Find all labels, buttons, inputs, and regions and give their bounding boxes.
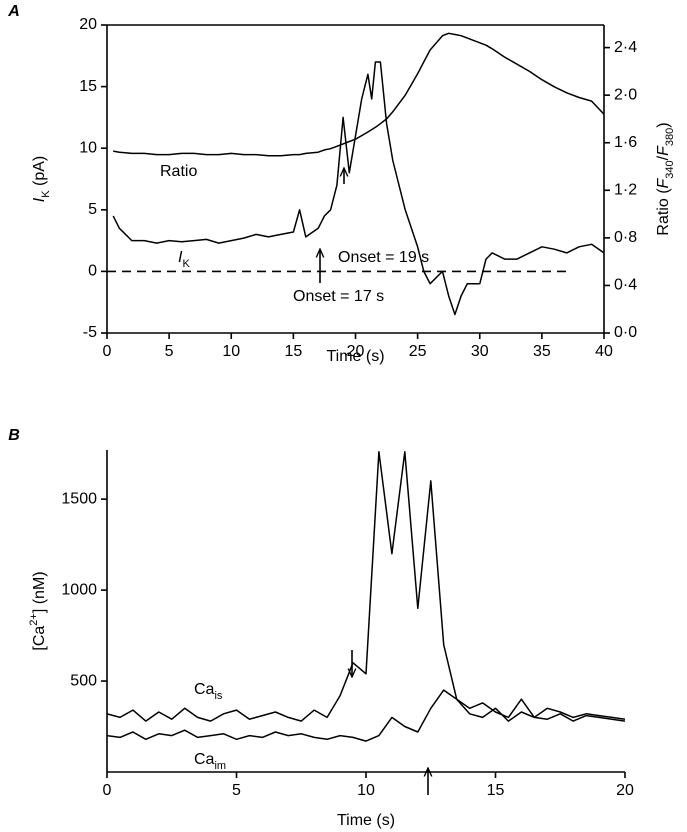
y-tick-label: 10 — [79, 139, 97, 156]
x-tick-label: 5 — [232, 782, 241, 799]
series-label-part: Ratio — [160, 163, 197, 180]
annotation: Onset = 17 s — [293, 288, 384, 305]
y2-axis-title-part: F — [655, 177, 672, 188]
y-tick-label: 500 — [70, 672, 97, 689]
series-label-part: im — [214, 760, 226, 772]
y2-tick-label: 2·4 — [614, 39, 637, 56]
y2-tick-label: 0·4 — [614, 277, 637, 294]
y2-axis-title-part: / — [655, 155, 672, 160]
y-axis-title-part: [Ca — [31, 626, 48, 651]
y2-tick-label: 1·2 — [614, 182, 637, 199]
panel-label: B — [8, 427, 20, 444]
x-tick-label: 25 — [409, 343, 427, 360]
x-axis-title: Time (s) — [326, 348, 384, 365]
y-axis-title-part: I — [31, 197, 48, 202]
panel-label: A — [7, 3, 20, 20]
x-axis-title: Time (s) — [337, 812, 395, 829]
x-tick-label: 10 — [222, 343, 240, 360]
y2-axis-title-part: F — [655, 145, 672, 156]
series-label-part: Ca — [194, 681, 215, 698]
y2-axis-title-part: Ratio ( — [655, 188, 672, 236]
y-axis-title-part: 2+ — [28, 613, 40, 626]
series-label: Caim — [194, 751, 226, 772]
y-tick-label: -5 — [83, 324, 97, 341]
x-tick-label: 0 — [103, 782, 112, 799]
x-tick-label: 15 — [487, 782, 505, 799]
series-label: IK — [178, 249, 190, 270]
x-tick-label: 0 — [103, 343, 112, 360]
x-tick-label: 20 — [616, 782, 634, 799]
x-tick-label: 15 — [284, 343, 302, 360]
y-tick-label: 15 — [79, 78, 97, 95]
y2-axis-title-part: 380 — [664, 128, 676, 146]
y-axis-title: [Ca2+] (nM) — [28, 571, 48, 650]
y-tick-label: 20 — [79, 16, 97, 33]
series-label-part: I — [178, 249, 183, 266]
series-label: Cais — [194, 681, 223, 702]
y-axis-title-part: K — [40, 190, 52, 198]
y2-tick-label: 2·0 — [614, 86, 637, 103]
x-tick-label: 5 — [165, 343, 174, 360]
series-line — [107, 689, 625, 742]
y-tick-label: 0 — [88, 263, 97, 280]
x-tick-label: 10 — [357, 782, 375, 799]
y2-axis-title-part: 340 — [664, 160, 676, 178]
y-axis-title: IK (pA) — [31, 156, 52, 202]
y-axis-title-part: (pA) — [31, 156, 48, 191]
series-label-part: K — [182, 258, 190, 270]
y-axis-title-part: ] (nM) — [31, 571, 48, 613]
y2-axis-title: Ratio (F340/F380) — [655, 122, 676, 235]
series-label-part: is — [214, 690, 222, 702]
y2-axis-title-part: ) — [655, 122, 672, 127]
series-line — [113, 32, 604, 157]
x-tick-label: 35 — [533, 343, 551, 360]
series-label: Ratio — [160, 163, 197, 180]
y-tick-label: 5 — [88, 201, 97, 218]
annotation: Onset = 19 s — [338, 249, 429, 266]
y2-tick-label: 0·8 — [614, 229, 637, 246]
x-tick-label: 20 — [347, 343, 365, 360]
y-tick-label: 1000 — [61, 581, 97, 598]
y-tick-label: 1500 — [61, 490, 97, 507]
series-line — [107, 451, 625, 722]
series-label-part: Ca — [194, 751, 215, 768]
x-tick-label: 30 — [471, 343, 489, 360]
y2-tick-label: 0·0 — [614, 324, 637, 341]
y2-tick-label: 1·6 — [614, 134, 637, 151]
x-tick-label: 40 — [595, 343, 613, 360]
series-line — [112, 61, 604, 316]
